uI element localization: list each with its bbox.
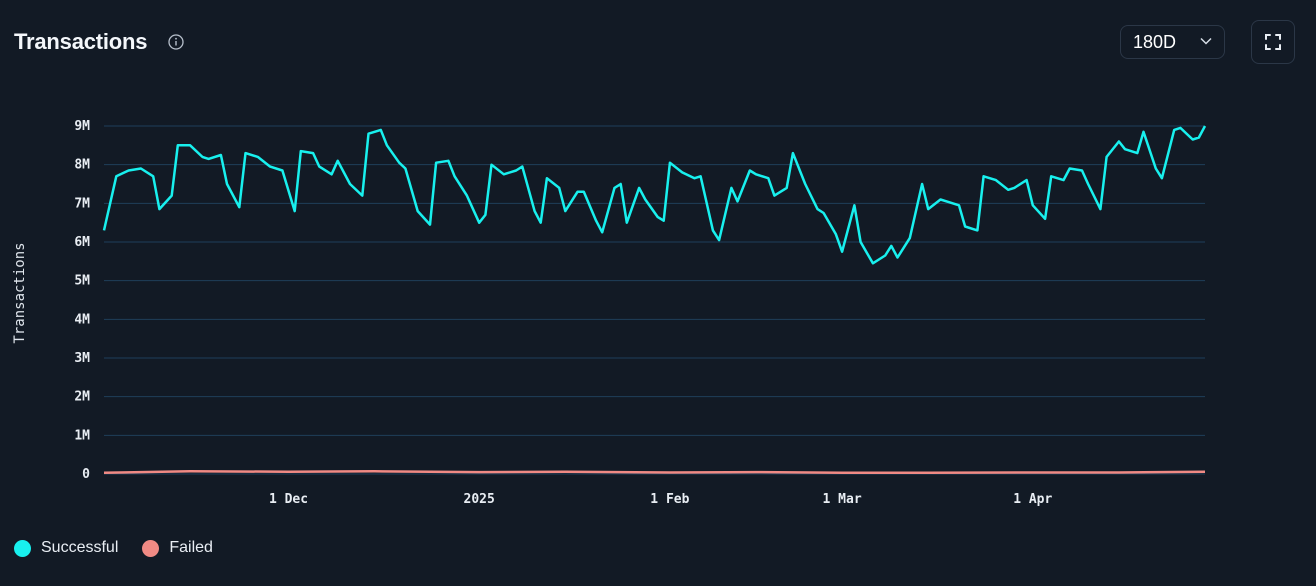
y-axis-label: Transactions: [12, 242, 28, 343]
x-tick-label: 1 Dec: [269, 492, 308, 507]
expand-icon: [1265, 34, 1281, 50]
y-tick-label: 2M: [74, 390, 90, 405]
x-tick-label: 2025: [464, 492, 495, 507]
series-line-failed: [103, 470, 1206, 475]
y-tick-label: 0: [82, 467, 90, 482]
series-line-successful: [102, 125, 1207, 265]
info-icon[interactable]: [168, 34, 184, 50]
y-tick-label: 9M: [74, 119, 90, 134]
legend-item-successful[interactable]: Successful: [14, 539, 118, 557]
legend-label-successful: Successful: [41, 539, 119, 556]
legend: Successful Failed: [14, 539, 213, 557]
y-tick-label: 4M: [74, 312, 90, 327]
y-tick-label: 3M: [74, 351, 90, 366]
chart-title: Transactions: [14, 29, 148, 54]
y-tick-label: 6M: [74, 235, 90, 250]
grid-lines: [104, 125, 1205, 475]
series-lines: [102, 125, 1207, 475]
y-tick-label: 7M: [74, 196, 90, 211]
legend-swatch-successful: [14, 539, 31, 557]
legend-swatch-failed: [142, 539, 160, 557]
fullscreen-button[interactable]: [1251, 20, 1295, 64]
x-tick-label: 1 Apr: [1013, 492, 1052, 507]
legend-label-failed: Failed: [169, 539, 213, 556]
chevron-down-icon: [1200, 37, 1212, 45]
x-tick-label: 1 Feb: [650, 492, 689, 507]
y-tick-label: 5M: [74, 274, 90, 289]
y-tick-label: 8M: [74, 158, 90, 173]
legend-item-failed[interactable]: Failed: [142, 539, 213, 557]
y-axis-ticks: 0 1M 2M 3M 4M 5M 6M 7M 8M 9M: [74, 119, 90, 482]
y-tick-label: 1M: [74, 428, 90, 443]
time-range-select[interactable]: 180D: [1120, 25, 1225, 59]
x-axis-ticks: 1 Dec 2025 1 Feb 1 Mar 1 Apr: [269, 492, 1053, 507]
x-tick-label: 1 Mar: [823, 492, 862, 507]
time-range-value: 180D: [1133, 31, 1177, 52]
